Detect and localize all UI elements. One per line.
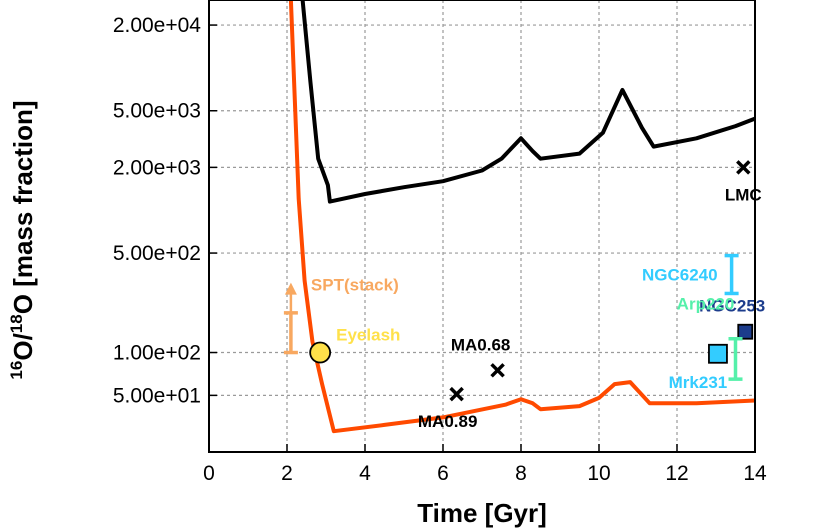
- eyelash-label: Eyelash: [336, 326, 400, 345]
- y-axis-title: 16O/18O [mass fraction]: [7, 100, 38, 379]
- ngc253-label: NGC253: [699, 297, 765, 316]
- y-title-part-1: O/: [8, 333, 38, 360]
- svg-text:16O/18O [mass fraction]: 16O/18O [mass fraction]: [7, 100, 38, 379]
- lmc-x-marker: [736, 160, 751, 175]
- y-tick-label: 5.00e+03: [113, 100, 201, 123]
- y-title-superscript-1: 16: [7, 361, 26, 380]
- orange-curve: [288, 0, 755, 434]
- x-tick-label: 2: [281, 462, 293, 485]
- y-tick-label: 2.00e+03: [113, 156, 201, 179]
- limit-arrow-head: [284, 282, 297, 295]
- arp220-label: Arp220: [677, 295, 735, 314]
- x-tick-label: 8: [515, 462, 527, 485]
- black-curve: [300, 0, 755, 204]
- data-series: [288, 0, 755, 434]
- x-stroke: [449, 386, 464, 402]
- y-tick-label: 2.00e+04: [113, 14, 201, 37]
- x-stroke: [736, 160, 751, 175]
- y-ticks: 2.00e+04 5.00e+03 2.00e+03 5.00e+02 1.00e+02…: [113, 14, 217, 407]
- y-tick-label: 5.00e+02: [113, 242, 201, 265]
- x-ticks: 0 2 4 6 8 10 12 14: [203, 444, 767, 485]
- spt-stack-label: SPT(stack): [311, 276, 399, 295]
- ngc253-square-marker: [737, 323, 754, 340]
- x-tick-label: 14: [743, 462, 767, 485]
- x-axis-title: Time [Gyr]: [417, 498, 547, 528]
- grid-lines: [209, 0, 755, 452]
- ngc6240-label: NGC6240: [642, 266, 718, 285]
- lmc-label: LMC: [725, 185, 762, 204]
- ngc6240-errorbar: [724, 253, 739, 296]
- y-tick-label: 1.00e+02: [113, 342, 201, 365]
- ma0-68-x-marker: [490, 363, 505, 378]
- ma0-68-label: MA0.68: [451, 335, 511, 354]
- x-tick-label: 10: [587, 462, 610, 485]
- eyelash-circle-marker: [309, 341, 332, 364]
- x-tick-label: 4: [359, 462, 371, 485]
- x-tick-label: 6: [437, 462, 449, 485]
- arp220-errorbar: [728, 336, 743, 381]
- spt-stack-errorbar: [283, 282, 298, 355]
- x-tick-label: 12: [665, 462, 688, 485]
- plot-frame: [208, 0, 756, 453]
- x-stroke: [490, 363, 505, 378]
- ma0-89-label: MA0.89: [418, 412, 478, 431]
- y-title-part-2: O [mass fraction]: [8, 100, 38, 314]
- y-tick-label: 5.00e+01: [113, 384, 201, 407]
- mrk231-label: Mrk231: [669, 373, 728, 392]
- y-title-superscript-2: 18: [7, 314, 26, 333]
- ma0-89-x-marker: [449, 386, 464, 402]
- x-tick-label: 0: [203, 462, 215, 485]
- mrk231-square-marker: [708, 343, 728, 364]
